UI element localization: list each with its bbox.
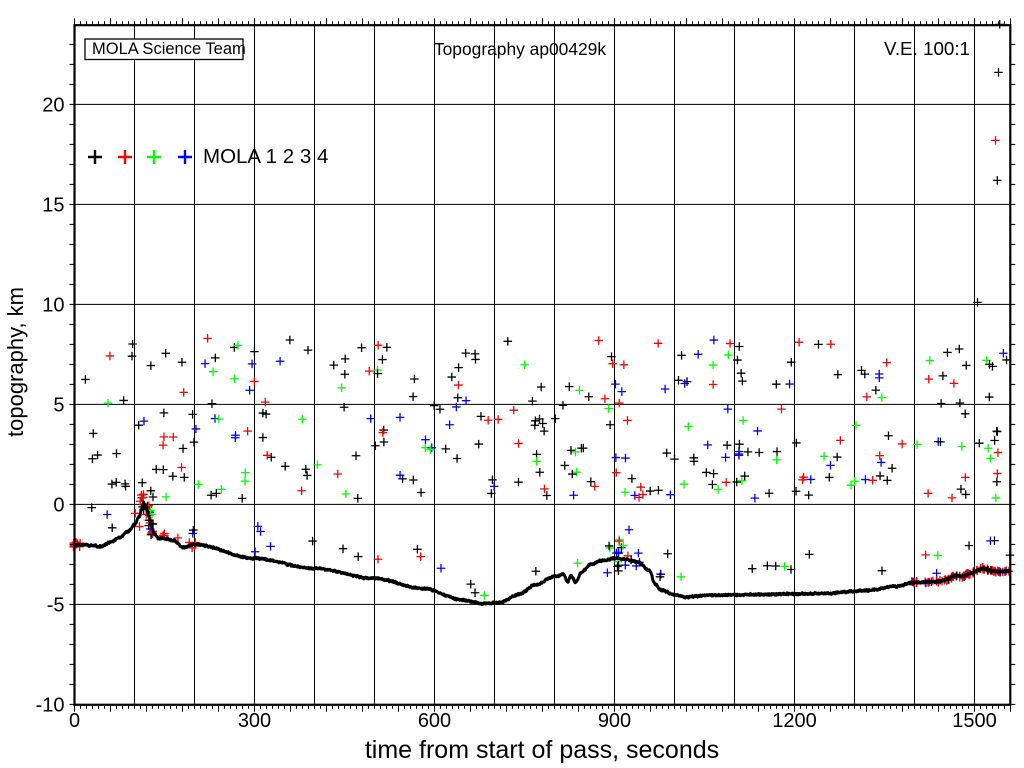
svg-text:300: 300 <box>238 710 271 732</box>
svg-text:15: 15 <box>42 194 64 216</box>
svg-text:topography, km: topography, km <box>3 287 28 437</box>
svg-text:5: 5 <box>53 394 64 416</box>
svg-text:MOLA 1 2 3 4: MOLA 1 2 3 4 <box>203 145 328 168</box>
svg-text:time from start of pass, secon: time from start of pass, seconds <box>365 736 719 764</box>
svg-text:900: 900 <box>598 710 631 732</box>
svg-text:20: 20 <box>42 94 64 116</box>
svg-text:Topography ap00429k: Topography ap00429k <box>434 39 606 59</box>
svg-text:MOLA Science Team: MOLA Science Team <box>92 40 246 58</box>
svg-text:V.E. 100:1: V.E. 100:1 <box>884 38 970 59</box>
svg-text:1200: 1200 <box>772 710 817 732</box>
svg-text:-10: -10 <box>36 694 65 716</box>
svg-text:600: 600 <box>418 710 451 732</box>
svg-text:1500: 1500 <box>952 710 997 732</box>
svg-text:0: 0 <box>69 710 80 732</box>
svg-text:-5: -5 <box>47 594 65 616</box>
svg-text:0: 0 <box>53 494 64 516</box>
svg-text:10: 10 <box>42 294 64 316</box>
